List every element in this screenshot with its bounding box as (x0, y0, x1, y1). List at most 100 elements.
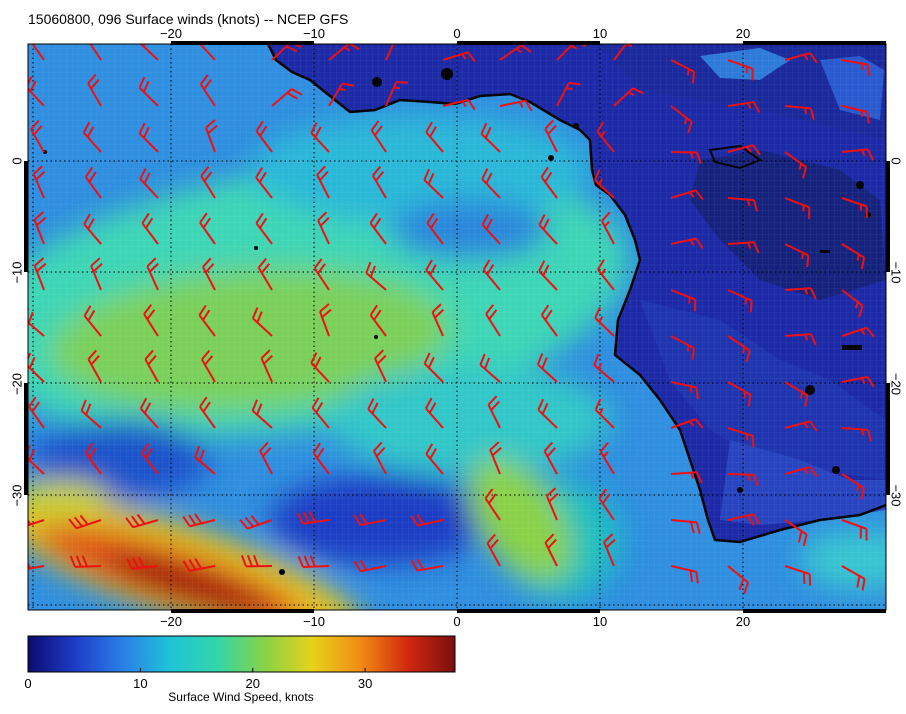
wind-barb (313, 258, 330, 291)
wind-barb (369, 304, 387, 337)
wind-barb (442, 98, 476, 111)
lat-tick-label-left: −10 (9, 261, 24, 283)
wind-barb (138, 76, 159, 107)
wind-barb (374, 349, 387, 383)
wind-barb (260, 349, 274, 383)
wind-barb (499, 44, 532, 61)
lon-tick-label-bottom: −10 (303, 614, 325, 629)
wind-barb (594, 398, 615, 429)
wind-barb (727, 513, 761, 526)
wind-barb (784, 420, 818, 432)
gridlines (28, 44, 886, 610)
wind-barb (593, 353, 615, 383)
wind-barb (538, 214, 558, 245)
lat-tick-label-right: 0 (889, 157, 904, 164)
wind-barb (426, 212, 444, 245)
wind-barb (139, 168, 159, 199)
wind-barb (489, 441, 502, 475)
wind-barb (544, 533, 558, 567)
wind-barb (202, 257, 216, 291)
wind-barb (85, 44, 102, 61)
wind-barb (727, 427, 755, 448)
wind-barb (538, 260, 558, 291)
colorbar-ticks: 0 10 20 30 (24, 668, 372, 691)
wind-barb (87, 349, 102, 383)
wind-barb (596, 121, 615, 153)
wind-barb (126, 556, 159, 570)
wind-barb (543, 441, 558, 475)
wind-barb (481, 168, 501, 199)
wind-barb (727, 473, 759, 487)
map-title: 15060800, 096 Surface winds (knots) -- N… (28, 11, 349, 27)
wind-barbs (28, 44, 875, 594)
wind-barb (670, 565, 699, 584)
lon-tick-label-top: −20 (160, 26, 182, 41)
wind-barb (239, 514, 273, 530)
wind-barb (599, 441, 615, 475)
wind-barb (297, 555, 330, 569)
wind-barb (312, 442, 330, 475)
wind-barb (141, 212, 159, 245)
wind-barb (537, 398, 558, 429)
wind-barb (536, 353, 558, 383)
wind-barb (544, 119, 558, 153)
colorbar: 0 10 20 30 (24, 635, 456, 691)
wind-barb (80, 399, 102, 429)
wind-barb (138, 122, 159, 153)
wind-barb (841, 326, 875, 338)
wind-barb (670, 289, 697, 312)
wind-barb (594, 306, 615, 337)
wind-barb (204, 119, 218, 153)
wind-barb (546, 487, 559, 521)
wind-barb (784, 197, 811, 219)
wind-barb (556, 81, 581, 107)
wind-barb (141, 442, 159, 475)
wind-barb (385, 81, 408, 107)
wind-barb (784, 466, 818, 478)
wind-barb (727, 565, 750, 594)
wind-barb (670, 335, 696, 360)
wind-barb (442, 51, 476, 63)
wind-barb (68, 514, 102, 530)
wind-barb (33, 257, 47, 291)
wind-barb (194, 445, 216, 475)
lat-tick-label-left: −30 (9, 484, 24, 506)
wind-barb (727, 241, 760, 254)
wind-barb (199, 212, 216, 245)
wind-barb (540, 166, 558, 199)
wind-barb (598, 488, 615, 521)
wind-barb (372, 441, 387, 475)
wind-barb (143, 304, 159, 337)
wind-barb (727, 144, 761, 156)
wind-barb (425, 121, 444, 153)
wind-barb (841, 59, 871, 77)
wind-barb (425, 443, 444, 475)
wind-barb (486, 533, 501, 567)
lon-tick-label-bottom: −20 (160, 614, 182, 629)
wind-barb (30, 119, 45, 153)
wind-barb (182, 558, 216, 572)
wind-barb (83, 305, 102, 337)
wind-barb (841, 375, 875, 388)
wind-barb (841, 197, 868, 219)
wind-barb (841, 243, 866, 270)
wind-barb (593, 169, 615, 199)
lon-tick-label-top: 0 (453, 26, 460, 41)
lon-tick-label-bottom: 0 (453, 614, 460, 629)
wind-barb (83, 213, 102, 245)
wind-barb (90, 257, 103, 291)
wind-barb (370, 120, 387, 153)
lat-tick-label-right: −10 (889, 261, 904, 283)
wind-barb (425, 259, 444, 291)
wind-barb (385, 44, 398, 61)
lon-tick-label-top: 20 (736, 26, 750, 41)
wind-barb (727, 101, 761, 113)
wind-barb (240, 554, 273, 568)
wind-barb (251, 307, 273, 337)
wind-barb (182, 513, 216, 528)
wind-barb (784, 52, 818, 64)
axis-bars (24, 41, 890, 613)
wind-barb (28, 514, 45, 530)
wind-barb (841, 289, 864, 318)
colorbar-tick-label: 30 (358, 676, 372, 691)
